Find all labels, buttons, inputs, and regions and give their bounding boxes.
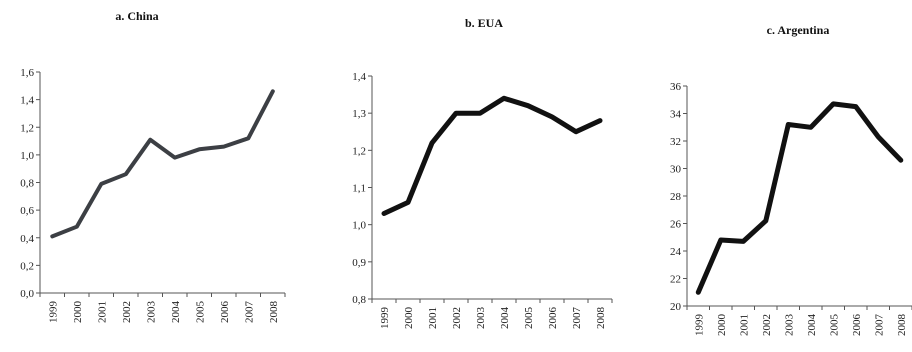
x-tick-label: 2005 xyxy=(828,314,840,337)
x-tick-label: 2001 xyxy=(738,314,750,336)
y-tick-label: 1,3 xyxy=(352,108,366,120)
x-tick-label: 2003 xyxy=(783,314,795,337)
x-tick-label: 2006 xyxy=(219,301,231,324)
x-tick-label: 2001 xyxy=(96,301,108,323)
y-tick-label: 34 xyxy=(670,109,682,121)
x-tick-label: 1999 xyxy=(47,301,59,324)
x-tick-label: 2000 xyxy=(72,301,84,324)
series-line xyxy=(381,95,603,216)
y-tick-label: 0,6 xyxy=(20,205,34,217)
chart-title: b. EUA xyxy=(465,16,503,30)
y-tick-label: 36 xyxy=(670,81,682,93)
x-tick-label: 2004 xyxy=(806,314,818,337)
y-tick-label: 1,6 xyxy=(20,67,34,79)
x-tick-label: 2007 xyxy=(873,314,885,337)
x-tick-label: 2007 xyxy=(571,307,583,330)
y-tick-label: 32 xyxy=(670,136,681,148)
y-tick-label: 1,1 xyxy=(352,183,366,195)
x-tick-label: 2003 xyxy=(475,307,487,330)
x-tick-label: 2000 xyxy=(403,307,415,330)
x-tick-label: 2003 xyxy=(145,301,157,324)
x-tick-label: 2007 xyxy=(243,301,255,324)
x-tick-label: 2002 xyxy=(761,314,773,336)
x-tick-label: 2008 xyxy=(595,307,607,330)
axes: 20 22 24 26 28 30 32 34 36 1999 2000 2001 2002 2003 20… xyxy=(670,81,912,336)
chart-title: a. China xyxy=(115,9,158,23)
y-tick-label: 0,2 xyxy=(20,260,34,272)
x-tick-label: 2002 xyxy=(121,301,133,323)
y-tick-label: 24 xyxy=(670,246,682,258)
y-tick-label: 1,2 xyxy=(20,122,34,134)
y-tick-label: 1,2 xyxy=(352,145,366,157)
x-tick-label: 2008 xyxy=(896,314,908,337)
x-tick-label: 2000 xyxy=(716,314,728,337)
x-tick-label: 2006 xyxy=(547,307,559,330)
x-tick-label: 1999 xyxy=(693,314,705,337)
plot-area xyxy=(50,89,275,239)
series-line xyxy=(50,89,275,239)
y-tick-label: 28 xyxy=(670,191,682,203)
chart-title: c. Argentina xyxy=(767,23,830,37)
axes: 0,8 0,9 1,0 1,1 1,2 1,3 1,4 1999 2000 2001 2002 200… xyxy=(352,71,613,330)
chart-eua: b. EUA 0,8 0,9 1,0 1,1 1,2 1,3 1,4 1999 2000 2001… xyxy=(352,16,613,330)
x-tick-label: 2005 xyxy=(194,301,206,324)
x-tick-label: 2004 xyxy=(170,301,182,324)
y-tick-label: 26 xyxy=(670,219,682,231)
axes: 0,0 0,2 0,4 0,6 0,8 1,0 1,2 1,4 1,6 1999 2000 2001 2… xyxy=(20,67,286,324)
x-tick-label: 1999 xyxy=(379,307,391,330)
series-line xyxy=(695,101,904,295)
y-tick-label: 1,4 xyxy=(20,95,34,107)
plot-area xyxy=(695,101,904,295)
y-tick-label: 1,4 xyxy=(352,71,366,83)
y-tick-label: 1,0 xyxy=(352,220,366,232)
y-tick-label: 0,9 xyxy=(352,257,366,269)
x-tick-label: 2005 xyxy=(523,307,535,330)
chart-china: a. China 0,0 0,2 0,4 0,6 0,8 1,0 1,2 1,4 1,6 1999… xyxy=(20,9,286,324)
y-tick-label: 22 xyxy=(670,274,681,286)
y-tick-label: 0,8 xyxy=(20,178,34,190)
y-tick-label: 30 xyxy=(670,164,682,176)
y-tick-label: 1,0 xyxy=(20,150,34,162)
x-tick-label: 2006 xyxy=(851,314,863,337)
x-tick-label: 2008 xyxy=(268,301,280,324)
y-tick-label: 20 xyxy=(670,301,682,313)
x-tick-label: 2002 xyxy=(451,307,463,329)
x-tick-label: 2004 xyxy=(499,307,511,330)
y-tick-label: 0,4 xyxy=(20,233,34,245)
y-tick-label: 0,8 xyxy=(352,294,366,306)
plot-area xyxy=(381,95,603,216)
y-tick-label: 0,0 xyxy=(20,288,34,300)
x-tick-label: 2001 xyxy=(427,307,439,329)
